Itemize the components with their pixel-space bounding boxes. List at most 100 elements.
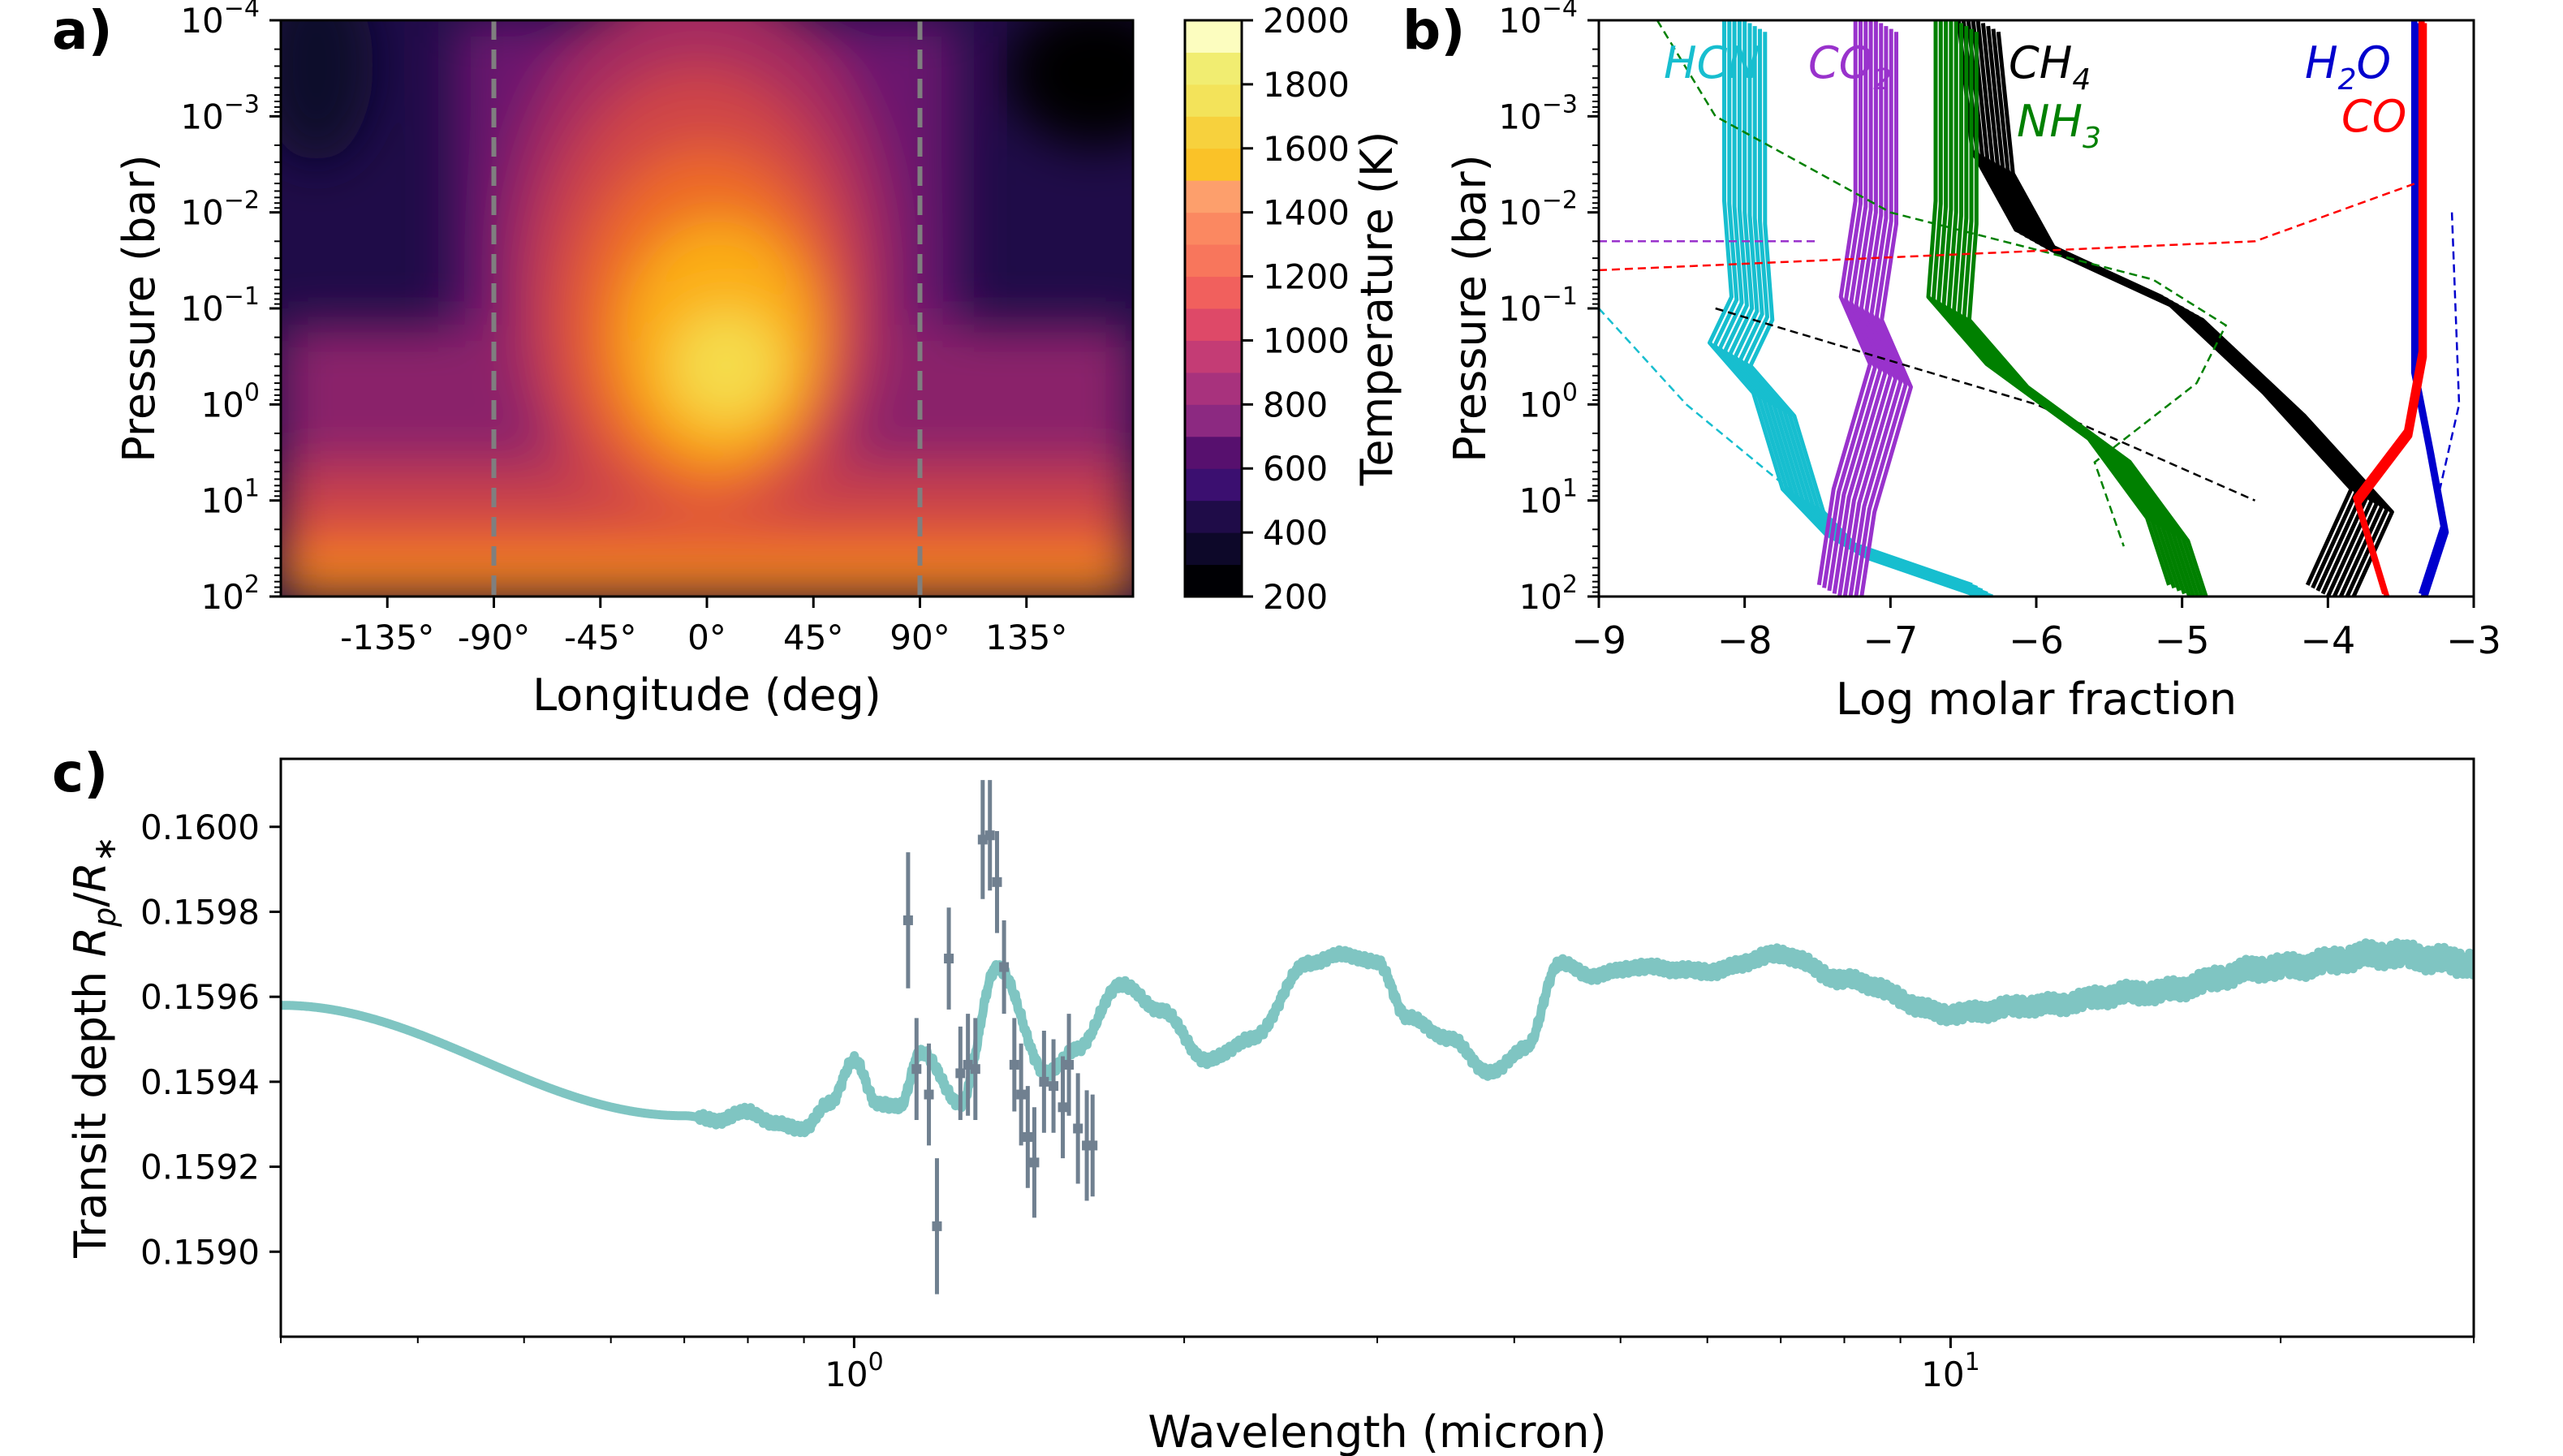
panel-c-y-ticks: 0.1590 0.1592 0.1594 0.1596 0.1598 0.1600 xyxy=(140,808,281,1272)
ch4-profile-line xyxy=(1996,31,2394,597)
y-tick-label: 102 xyxy=(200,571,260,617)
y-tick-label: 0.1592 xyxy=(140,1148,260,1187)
data-point xyxy=(1029,1157,1040,1168)
data-point xyxy=(999,962,1010,972)
x-tick-label: −6 xyxy=(2009,618,2064,662)
data-point xyxy=(1023,1131,1033,1142)
colorbar-band xyxy=(1185,404,1242,437)
panel-c-x-ticks: 100 101 xyxy=(280,1337,2475,1394)
legend-co: CO xyxy=(2341,91,2406,142)
colorbar-tick-label: 600 xyxy=(1263,449,1328,489)
temperature-map-fill xyxy=(281,20,1133,597)
panel-a: a) -135° -90° -45° 0° 45° 90° 135° 10−4 xyxy=(52,0,1402,721)
co2-profile-line xyxy=(1848,26,1903,597)
colorbar-tick-label: 1400 xyxy=(1263,193,1350,233)
colorbar-band xyxy=(1185,468,1242,502)
x-tick-label: −9 xyxy=(1571,618,1626,662)
colorbar-band xyxy=(1185,276,1242,309)
data-point xyxy=(970,1064,980,1075)
colorbar-band xyxy=(1185,436,1242,469)
h2o-profile-line xyxy=(2415,23,2449,597)
data-point xyxy=(992,877,1002,887)
y-tick-label: 0.1600 xyxy=(140,808,260,847)
colorbar-tick-label: 1800 xyxy=(1263,65,1350,105)
panel-b-label: b) xyxy=(1402,0,1465,62)
x-tick-label: -90° xyxy=(458,618,531,657)
colorbar-band xyxy=(1185,52,1242,85)
co2-profile-line xyxy=(1822,20,1877,588)
data-point xyxy=(1088,1140,1098,1151)
x-tick-label: −7 xyxy=(1863,618,1918,662)
y-tick-label: 0.1598 xyxy=(140,892,260,932)
panel-c: c) 100 101 0.1590 0.1592 0.1594 0.1596 0.1598… xyxy=(52,742,2475,1456)
legend-h2o: H2O xyxy=(2305,37,2391,97)
y-tick-label: 0.1596 xyxy=(140,977,260,1017)
hcn-dashed-profile xyxy=(1599,308,1848,540)
y-tick-label: 10−4 xyxy=(1498,0,1578,41)
data-point xyxy=(955,1068,966,1079)
temperature-map xyxy=(281,20,1133,597)
y-tick-label: 10−2 xyxy=(1498,187,1578,233)
colorbar-label: Temperature (K) xyxy=(1351,131,1402,487)
co-profile-line xyxy=(2357,23,2427,597)
co2-profile-line xyxy=(1827,20,1883,592)
panel-b: b) −9 −8 −7 −6 −5 −4 −3 10−4 10−3 10−2 10−1 100 101… xyxy=(1402,0,2501,725)
colorbar-band xyxy=(1185,148,1242,181)
data-point xyxy=(911,1064,922,1075)
y-tick-label: 10−3 xyxy=(1498,90,1578,136)
colorbar-band xyxy=(1185,340,1242,373)
panel-c-frame xyxy=(279,757,2475,1338)
data-point xyxy=(984,830,995,841)
panel-c-label: c) xyxy=(52,742,108,804)
x-tick-label: 45° xyxy=(783,618,843,657)
legend-co2: CO2 xyxy=(1808,37,1892,97)
abundance-profiles xyxy=(1599,20,2461,597)
x-tick-label: 90° xyxy=(890,618,950,657)
colorbar-band xyxy=(1185,20,1242,53)
colorbar-frame xyxy=(1183,19,1243,598)
y-tick-label: 100 xyxy=(1518,378,1578,424)
co-dashed-profile xyxy=(1599,182,2416,272)
hcn-profile-line xyxy=(1748,32,1986,597)
colorbar-tick-label: 1200 xyxy=(1263,257,1350,297)
data-point xyxy=(902,915,913,925)
colorbar-ticks: 200 400 600 800 1000 1200 1400 1600 1800 2000 xyxy=(1242,1,1350,617)
y-tick-label: 0.1594 xyxy=(140,1062,260,1102)
data-point xyxy=(1049,1081,1059,1092)
h2o-dashed-profile xyxy=(2436,212,2461,501)
x-tick-label: 101 xyxy=(1921,1348,1980,1394)
temperature-colorbar xyxy=(1185,20,1242,597)
y-tick-label: 10−4 xyxy=(180,0,260,41)
panel-b-xlabel: Log molar fraction xyxy=(1836,674,2237,725)
y-tick-label: 10−2 xyxy=(180,187,260,233)
colorbar-tick-label: 200 xyxy=(1263,577,1328,617)
data-point xyxy=(1009,1059,1019,1070)
panel-a-y-ticks: 10−4 10−3 10−2 10−1 100 101 102 xyxy=(180,0,281,617)
panel-c-ylabel: Transit depth Rp/R∗ xyxy=(65,836,123,1259)
ch4-dashed-profile xyxy=(1715,307,2256,502)
colorbar-band xyxy=(1185,564,1242,597)
panel-b-x-ticks: −9 −8 −7 −6 −5 −4 −3 xyxy=(1571,597,2501,662)
y-tick-label: 10−1 xyxy=(1498,282,1578,329)
colorbar-band xyxy=(1185,372,1242,405)
data-point xyxy=(1016,1089,1027,1100)
y-tick-label: 10−3 xyxy=(180,90,260,136)
data-point xyxy=(1039,1076,1049,1087)
legend-nh3: NH3 xyxy=(2017,96,2101,155)
colorbar-tick-label: 2000 xyxy=(1263,1,1350,41)
panel-a-x-ticks: -135° -90° -45° 0° 45° 90° 135° xyxy=(340,597,1067,657)
co2-profile-line xyxy=(1837,20,1893,597)
data-point xyxy=(963,1059,973,1070)
data-point xyxy=(944,954,954,964)
colorbar-tick-label: 400 xyxy=(1263,513,1328,553)
colorbar-tick-label: 1600 xyxy=(1263,129,1350,169)
x-tick-label: −4 xyxy=(2300,618,2355,662)
y-tick-label: 10−1 xyxy=(180,282,260,329)
panel-a-label: a) xyxy=(52,0,113,62)
x-tick-label: −5 xyxy=(2155,618,2210,662)
data-point xyxy=(932,1221,942,1231)
x-tick-label: 0° xyxy=(687,618,726,657)
data-point xyxy=(1064,1059,1075,1070)
y-tick-label: 100 xyxy=(200,378,260,424)
